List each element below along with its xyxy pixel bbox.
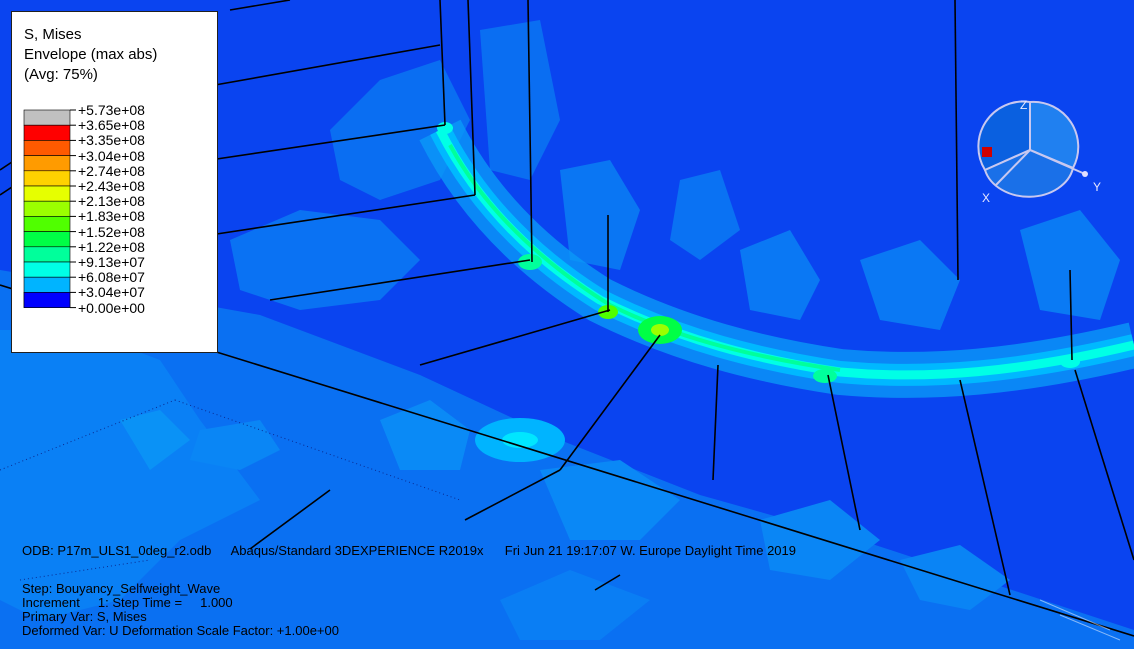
legend-swatch [23,185,71,202]
legend-level-label: +1.22e+08 [78,238,145,255]
info-header: ODB: P17m_ULS1_0deg_r2.odb Abaqus/Standa… [22,544,796,558]
stress-legend: S, Mises Envelope (max abs) (Avg: 75%) +… [11,11,218,353]
legend-swatch [23,200,71,217]
legend-level-label: +1.83e+08 [78,208,145,225]
legend-color-scale [23,109,76,309]
legend-level-label: +0.00e+00 [78,299,145,316]
legend-level-label: +2.13e+08 [78,193,145,210]
legend-swatch [23,124,71,141]
legend-level-label: +2.43e+08 [78,178,145,194]
legend-swatch [23,216,71,232]
legend-swatch [23,292,71,308]
solver-version: Abaqus/Standard 3DEXPERIENCE R2019x [230,543,484,558]
legend-swatch [23,155,71,172]
legend-swatch [23,231,71,248]
increment-info: Increment 1: Step Time = 1.000 [22,595,233,610]
legend-swatch [23,276,71,293]
legend-swatch [23,170,71,187]
view-triad[interactable] [955,90,1125,220]
legend-level-label: +5.73e+08 [78,102,145,118]
triad-origin-marker [982,147,992,157]
legend-level-label: +3.04e+07 [78,284,145,301]
legend-envelope: Envelope (max abs) [24,46,158,63]
stress-band-core [448,144,841,372]
triad-z-label: Z [1020,98,1028,112]
legend-swatch [23,246,71,263]
legend-level-label: +3.65e+08 [78,117,145,134]
legend-level-label: +6.08e+07 [78,269,145,286]
step-name: Step: Bouyancy_Selfweight_Wave [22,581,221,596]
deformed-var: Deformed Var: U Deformation Scale Factor… [22,623,339,638]
triad-y-label: Y [1093,180,1102,194]
legend-title: S, Mises Envelope (max abs) (Avg: 75%) [24,26,157,86]
legend-variable: S, Mises [24,26,82,43]
legend-level-label: +3.04e+08 [78,147,145,164]
legend-averaging: (Avg: 75%) [24,66,98,83]
legend-swatch [23,109,71,126]
primary-var: Primary Var: S, Mises [22,609,147,624]
odb-name: ODB: P17m_ULS1_0deg_r2.odb [22,543,212,558]
legend-level-label: +1.52e+08 [78,223,145,240]
legend-swatch [23,140,71,156]
legend-level-label: +3.35e+08 [78,132,145,149]
legend-swatch [23,261,71,278]
triad-x-label: X [982,191,991,205]
legend-level-label: +9.13e+07 [78,254,145,270]
run-date: Fri Jun 21 19:17:07 W. Europe Daylight T… [504,543,796,558]
legend-level-label: +2.74e+08 [78,162,145,179]
step-info: Step: Bouyancy_Selfweight_Wave Increment… [22,582,339,638]
